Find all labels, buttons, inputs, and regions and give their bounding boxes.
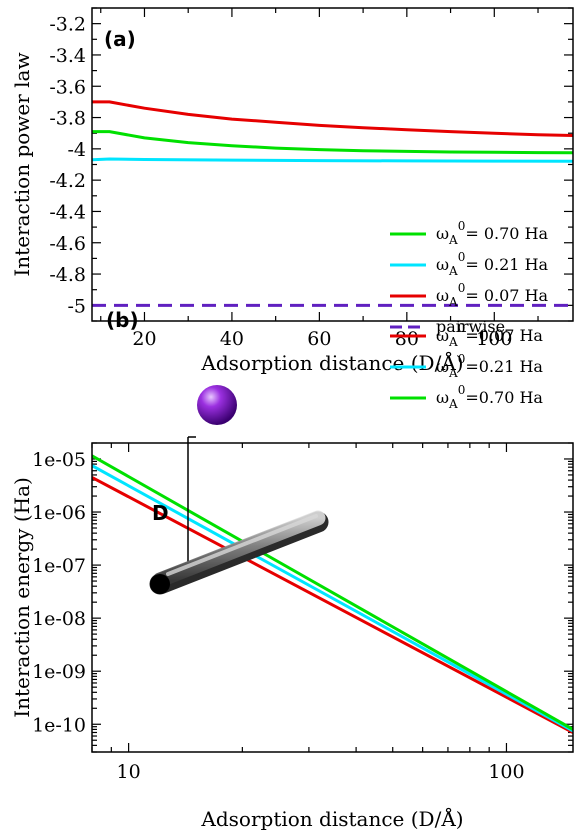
panel-a-series-line-1 xyxy=(92,157,573,163)
panel-a-x-tick-label: 80 xyxy=(395,328,419,350)
panel-a-y-tick-label: -4.2 xyxy=(49,170,86,192)
panel-b-series-line-1 xyxy=(92,464,573,733)
panel-b-series xyxy=(92,454,573,734)
panel-b-x-tick-label: 10 xyxy=(117,761,141,783)
distance-label: D xyxy=(152,501,169,525)
panel-a-label: (a) xyxy=(104,27,136,51)
panel-b-ticks: 10 100 1e-10 1e-09 1e-08 1e-07 1e-06 1e-05 xyxy=(32,442,573,783)
panel-b-legend-item-0: ωA0=0.07 Ha xyxy=(390,321,543,349)
nanotube-rod xyxy=(149,510,329,595)
panel-a-x-axis-title: Adsorption distance (D/Å) xyxy=(200,350,463,375)
panel-a-frame xyxy=(91,7,574,322)
panel-a-y-tick-label: -4.6 xyxy=(49,233,86,255)
panel-a-legend-label: ωA0= 0.21 Ha xyxy=(436,250,549,278)
panel-b-legend-label: ωA0=0.70 Ha xyxy=(436,383,543,411)
panel-b-series-line-0 xyxy=(92,476,573,734)
panel-b-legend-label: ωA0=0.07 Ha xyxy=(436,321,543,349)
panel-b-legend-item-1: ωA0=0.21 Ha xyxy=(390,352,543,380)
panel-a-series-line-0 xyxy=(92,130,573,155)
panel-b-y-tick-label: 1e-09 xyxy=(32,661,86,683)
panel-b-y-tick-label: 1e-05 xyxy=(32,449,86,471)
panel-a-y-tick-label: -3.4 xyxy=(49,45,86,67)
panel-b-label: (b) xyxy=(106,308,139,332)
panel-a: 20 40 60 80 100 -5 -4.8 -4.6 -4.4 -4.2 -4 -3.8 -3.6 -… xyxy=(10,7,574,375)
panel-a-legend-item-2: ωA0= 0.07 Ha xyxy=(390,281,549,309)
panel-b-frame xyxy=(91,442,574,753)
panel-b-x-tick-label: 100 xyxy=(488,761,524,783)
panel-b-y-tick-label: 1e-08 xyxy=(32,608,86,630)
panel-a-legend-label: ωA0= 0.70 Ha xyxy=(436,219,549,247)
panel-a-series xyxy=(92,100,573,307)
panel-a-y-axis-title: Interaction power law xyxy=(10,52,34,276)
panel-a-y-tick-label: -4 xyxy=(67,139,86,161)
panel-a-y-tick-label: -4.8 xyxy=(49,264,86,286)
panel-b-y-tick-label: 1e-07 xyxy=(32,555,86,577)
panel-b-x-axis-title: Adsorption distance (D/Å) xyxy=(200,806,463,831)
panel-a-legend-item-0: ωA0= 0.70 Ha xyxy=(390,219,549,247)
panel-a-x-tick-label: 40 xyxy=(220,328,244,350)
panel-b-legend-label: ωA0=0.21 Ha xyxy=(436,352,543,380)
panel-a-legend: ωA0= 0.70 Ha ωA0= 0.21 Ha ωA0= 0.07 Ha pair… xyxy=(390,219,549,336)
panel-a-y-tick-label: -3.6 xyxy=(49,76,86,98)
panel-a-x-tick-label: 20 xyxy=(132,328,156,350)
panel-b-legend-item-2: ωA0=0.70 Ha xyxy=(390,383,543,411)
panel-a-legend-label: pairwise xyxy=(436,317,505,336)
panel-b-series-line-2 xyxy=(92,454,573,731)
panel-a-x-tick-label: 100 xyxy=(476,328,512,350)
panel-b-y-axis-title: Interaction energy (Ha) xyxy=(10,477,34,718)
panel-b-legend: ωA0=0.07 Ha ωA0=0.21 Ha ωA0=0.70 Ha xyxy=(390,321,543,411)
panel-a-series-line-2 xyxy=(92,100,573,137)
panel-a-legend-item-1: ωA0= 0.21 Ha xyxy=(390,250,549,278)
panel-a-legend-item-3: pairwise xyxy=(390,317,505,336)
panel-a-y-tick-label: -4.4 xyxy=(49,201,86,223)
panel-a-y-tick-label: -3.2 xyxy=(49,14,86,36)
panel-a-y-tick-label: -3.8 xyxy=(49,108,86,130)
panel-b-y-tick-label: 1e-06 xyxy=(32,502,86,524)
panel-a-ticks: 20 40 60 80 100 -5 -4.8 -4.6 -4.4 -4.2 -4 -3.8 -3.6 -… xyxy=(49,7,573,350)
panel-a-x-tick-label: 60 xyxy=(307,328,331,350)
inset-illustration: D xyxy=(149,385,329,595)
panel-b-y-tick-label: 1e-10 xyxy=(32,714,86,736)
panel-a-legend-label: ωA0= 0.07 Ha xyxy=(436,281,549,309)
atom-sphere xyxy=(197,385,237,425)
panel-a-y-tick-label: -5 xyxy=(67,295,86,317)
